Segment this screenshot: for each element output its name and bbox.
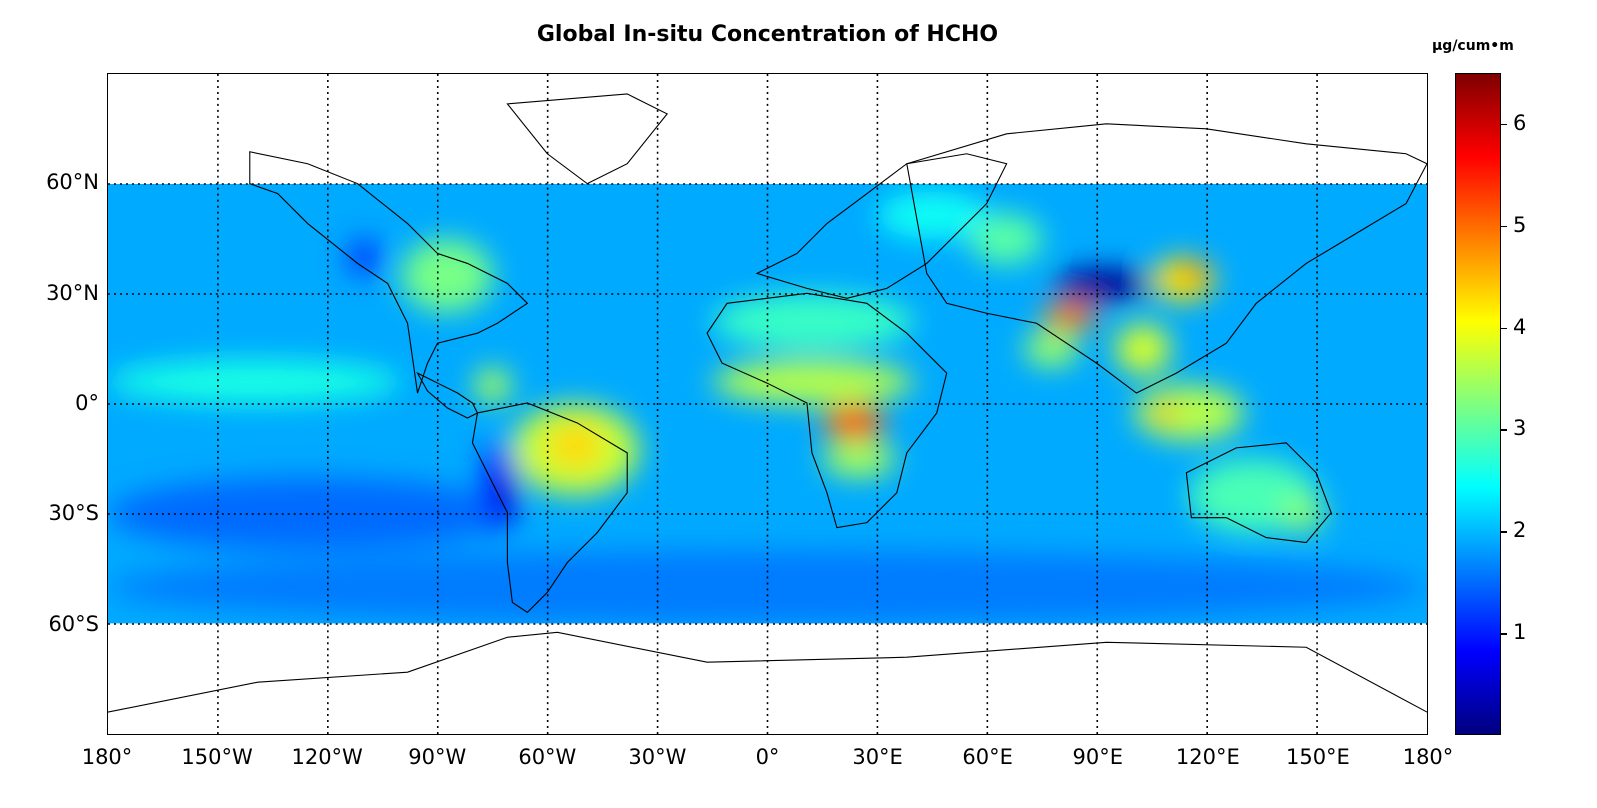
colorbar-tick-label: 1 <box>1513 620 1527 645</box>
longitude-tick-label: 120°E <box>1175 745 1240 769</box>
coastline-antarctica <box>108 631 1427 713</box>
longitude-tick-label: 90°W <box>408 745 467 769</box>
colorbar-tick-mark <box>1501 123 1507 126</box>
colorbar-tick-label: 4 <box>1513 314 1527 339</box>
field-region <box>474 367 512 404</box>
longitude-tick-label: 30°E <box>852 745 903 769</box>
coastline-australia <box>1185 442 1332 544</box>
field-region <box>1023 330 1079 368</box>
field-anomalies <box>108 191 1427 624</box>
longitude-tick-label: 60°E <box>962 745 1013 769</box>
latitude-tick-label: 60°N <box>46 170 99 195</box>
field-region <box>1115 323 1171 375</box>
longitude-tick-label: 150°W <box>181 745 253 769</box>
longitude-tick-label: 0° <box>755 745 780 769</box>
colorbar <box>1455 73 1501 735</box>
field-region <box>1280 495 1325 533</box>
field-region <box>1152 404 1178 423</box>
field-region <box>877 191 988 239</box>
longitude-tick-label: 90°E <box>1072 745 1124 769</box>
coastline-north-america <box>249 151 529 394</box>
coastline-south-america <box>471 402 628 614</box>
field-region <box>108 550 1427 624</box>
field-region <box>1133 385 1244 441</box>
coastline-africa <box>706 292 948 529</box>
colorbar-tick-mark <box>1501 327 1507 330</box>
colorbar-tick-label: 3 <box>1513 416 1527 441</box>
longitude-tick-label: 180° <box>81 745 133 769</box>
latitude-tick-label: 60°S <box>48 611 99 636</box>
colorbar-tick-label: 5 <box>1513 212 1527 237</box>
longitude-tick-label: 150°E <box>1285 745 1350 769</box>
coastline-asia <box>906 123 1427 394</box>
map-canvas <box>108 74 1427 734</box>
colorbar-tick-mark <box>1501 531 1507 533</box>
colorbar-tick-label: 2 <box>1513 518 1527 543</box>
latitude-tick-label: 30°S <box>48 501 99 526</box>
coastline-greenland <box>506 93 669 185</box>
colorbar-unit-label: μg/cum•m <box>1432 38 1514 54</box>
field-region <box>503 470 519 514</box>
map-title: Global In-situ Concentration of HCHO <box>536 22 999 47</box>
field-region <box>822 440 896 478</box>
colorbar-tick-label: 6 <box>1513 110 1527 135</box>
field-region <box>840 411 878 434</box>
map-panel <box>107 73 1428 735</box>
graticule <box>108 74 1427 734</box>
field-region <box>108 477 512 551</box>
colorbar-tick-mark <box>1501 225 1507 228</box>
coastlines <box>108 93 1427 713</box>
field-region <box>1060 305 1090 320</box>
field-region <box>346 239 383 276</box>
latitude-tick-label: 30°N <box>46 280 99 305</box>
field-region <box>108 359 402 404</box>
field-region <box>401 239 493 313</box>
field-region <box>712 359 915 404</box>
field-region <box>547 422 603 470</box>
field-region <box>1177 264 1208 283</box>
latitude-tick-label: 0° <box>75 391 99 415</box>
longitude-tick-label: 180° <box>1402 745 1454 769</box>
field-region <box>969 213 1043 265</box>
field-region <box>1053 268 1153 302</box>
longitude-tick-label: 60°W <box>518 745 577 769</box>
longitude-tick-label: 30°W <box>628 745 687 769</box>
colorbar-tick-mark <box>1501 429 1507 431</box>
colorbar-tick-mark <box>1501 633 1507 635</box>
longitude-tick-label: 120°W <box>291 745 363 769</box>
field-region <box>712 294 915 349</box>
